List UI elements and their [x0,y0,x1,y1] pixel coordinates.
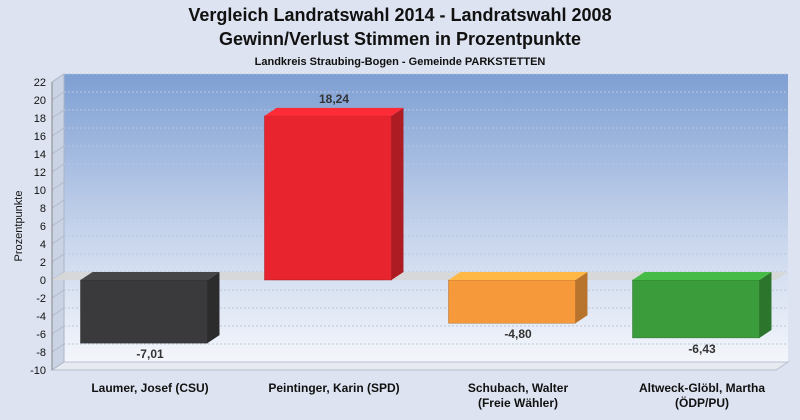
bar-top [448,272,588,280]
grid-diagonal [51,307,65,317]
y-tick-label: 8 [40,203,46,215]
grid-diagonal [51,235,65,245]
y-axis-ticks: -10 -8 -6 -4 -2 0 2 4 6 8 10 12 14 16 18 20 22 [30,77,53,377]
bar-top [632,272,772,280]
y-tick-label: -6 [36,329,46,341]
chart-subtitle: Gewinn/Verlust Stimmen in Prozentpunkte [219,29,581,49]
bar-front [632,279,760,339]
grid-diagonal [51,109,65,119]
grid-diagonal [51,325,65,335]
x-tick-label: (ÖDP/PU) [675,395,729,410]
bar-front [264,115,392,281]
x-tick-label: (Freie Wähler) [478,396,558,410]
grid-diagonal [51,217,65,227]
zero-plane [52,272,788,280]
bar-top [80,272,220,280]
bar-side [391,107,404,280]
grid-diagonal [51,91,65,101]
x-tick-label: Peintinger, Karin (SPD) [268,381,399,395]
y-tick-label: 0 [40,275,46,287]
grid-diagonal [51,163,65,173]
grid-diagonal [51,127,65,137]
value-label: -7,01 [136,347,164,361]
bar-side [759,272,772,338]
x-tick-label: Altweck-Glöbl, Martha [639,381,765,395]
y-tick-label: 2 [40,257,46,269]
zero-plane-surface [52,272,788,280]
grid-diagonal [51,199,65,209]
bar [632,272,772,339]
bar-front [80,279,208,344]
plot-floor [50,361,790,371]
bar-front [448,279,576,324]
bar [448,272,588,324]
bar [264,107,404,281]
y-tick-label: -10 [30,365,46,377]
y-tick-label: 6 [40,221,46,233]
y-tick-label: -4 [36,311,46,323]
chart-subtitle-region: Landkreis Straubing-Bogen - Gemeinde PAR… [255,56,546,68]
value-label: 18,24 [319,92,349,106]
y-tick-label: 10 [34,185,46,197]
chart-title: Vergleich Landratswahl 2014 - Landratswa… [188,5,611,25]
grid-diagonal [51,181,65,191]
x-axis-labels: Laumer, Josef (CSU) Peintinger, Karin (SP… [91,381,765,410]
y-tick-label: 14 [34,149,46,161]
bar-top [264,107,404,116]
y-axis-label: Prozentpunkte [13,191,25,262]
y-tick-label: 4 [40,239,46,251]
grid-diagonal [51,343,65,353]
y-tick-label: 22 [34,77,46,89]
y-tick-label: 18 [34,113,46,125]
y-tick-label: -8 [36,347,46,359]
value-label: -4,80 [504,327,532,341]
grid-diagonal [51,253,65,263]
grid-diagonal [51,73,65,83]
y-tick-label: 16 [34,131,46,143]
bar-side [575,272,588,324]
bar [80,272,220,344]
grid-diagonal [51,145,65,155]
y-tick-label: 12 [34,167,46,179]
value-labels: -7,01 18,24 -4,80 -6,43 [136,92,716,361]
grid-diagonal [51,361,65,371]
bar-side [207,272,220,344]
x-tick-label: Laumer, Josef (CSU) [91,381,208,395]
value-label: -6,43 [688,342,716,356]
y-tick-label: -2 [36,293,46,305]
x-tick-label: Schubach, Walter [468,381,569,395]
y-tick-label: 20 [34,95,46,107]
grid-diagonal [51,289,65,299]
bars [80,107,772,344]
